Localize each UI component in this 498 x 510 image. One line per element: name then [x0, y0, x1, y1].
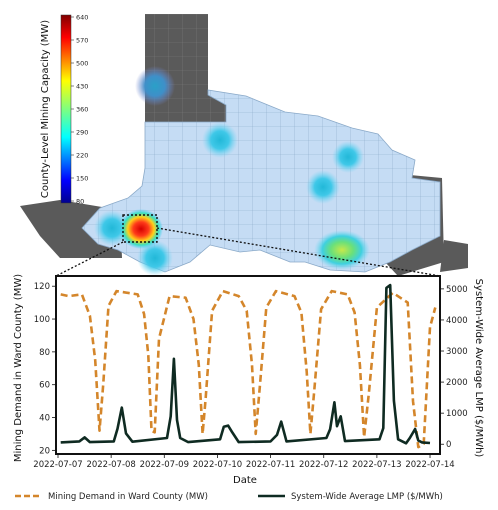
colorbar-gradient	[60, 14, 72, 204]
y2-tick-label: 1000	[446, 409, 468, 419]
heat-hotspot	[135, 66, 175, 106]
y-tick-label: 80	[39, 348, 50, 358]
colorbar-tick-label: 640	[76, 14, 88, 22]
y2-tick-label: 5000	[446, 285, 468, 295]
colorbar-tick-label: 290	[76, 129, 88, 137]
heat-hotspot	[137, 240, 173, 276]
map-dark-counties	[440, 240, 468, 272]
legend-label-lmp: System-Wide Average LMP ($/MWh)	[291, 492, 443, 502]
map-county-grid	[82, 90, 440, 272]
y2-tick-label: 0	[446, 440, 451, 450]
plot-area-frame	[55, 275, 441, 455]
y2-tick-label: 2000	[446, 378, 468, 388]
colorbar-tick-label: 360	[76, 106, 88, 114]
x-tick-label: 2022-07-10	[193, 460, 242, 470]
x-tick-label: 2022-07-08	[86, 460, 135, 470]
x-axis-label: Date	[233, 475, 257, 486]
colorbar-label: County-Level Mining Capacity (MW)	[40, 20, 51, 198]
series-line-mining-demand	[60, 289, 437, 449]
legend: Mining Demand in Ward County (MW) System…	[15, 492, 443, 502]
colorbar-tick-label: 430	[76, 83, 88, 91]
x-tick-label: 2022-07-11	[246, 460, 295, 470]
ward-county-highlight-box	[122, 214, 158, 243]
y-tick-label: 40	[39, 414, 50, 424]
x-tick-label: 2022-07-14	[405, 460, 454, 470]
y2-axis-label: System-Wide Average LMP ($/MWh)	[473, 279, 484, 458]
legend-label-demand: Mining Demand in Ward County (MW)	[48, 492, 208, 502]
y-tick-label: 60	[39, 381, 50, 391]
line-chart: 20 40 60 80 100 120 0 1000 2000 3000 4000 5000 202…	[13, 274, 484, 486]
colorbar-tick-label: 150	[76, 175, 88, 183]
x-tick-label: 2022-07-12	[299, 460, 348, 470]
colorbar-tick-label: 500	[76, 60, 88, 68]
y-tick-label: 100	[34, 315, 50, 325]
colorbar-tick-label: 570	[76, 37, 88, 45]
colorbar-tick-label: 220	[76, 152, 88, 160]
series-line-lmp	[60, 283, 431, 445]
y2-tick-label: 4000	[446, 316, 468, 326]
x-tick-label: 2022-07-09	[140, 460, 189, 470]
heat-hotspot	[314, 230, 370, 270]
colorbar-tick-label: 80	[76, 198, 84, 206]
colorbar: 640 570 500 430 360 290 220 150 80 County-Level …	[40, 14, 88, 206]
x-tick-label: 2022-07-13	[352, 460, 401, 470]
heat-hotspot	[202, 122, 238, 158]
heat-hotspot	[332, 141, 364, 173]
y-tick-label: 120	[34, 282, 50, 292]
x-tick-label: 2022-07-07	[33, 460, 82, 470]
y-axis-label: Mining Demand in Ward County (MW)	[13, 274, 24, 462]
texas-map	[20, 14, 468, 277]
zoom-leader-line	[55, 241, 124, 277]
heat-hotspot	[306, 170, 340, 204]
heat-hotspot-ward-county	[119, 209, 163, 249]
y2-tick-label: 3000	[446, 347, 468, 357]
y-tick-label: 20	[39, 446, 50, 456]
